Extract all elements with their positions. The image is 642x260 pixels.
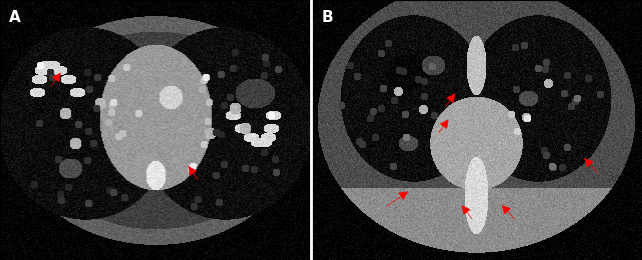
Text: A: A bbox=[10, 10, 21, 25]
Text: B: B bbox=[321, 10, 333, 25]
